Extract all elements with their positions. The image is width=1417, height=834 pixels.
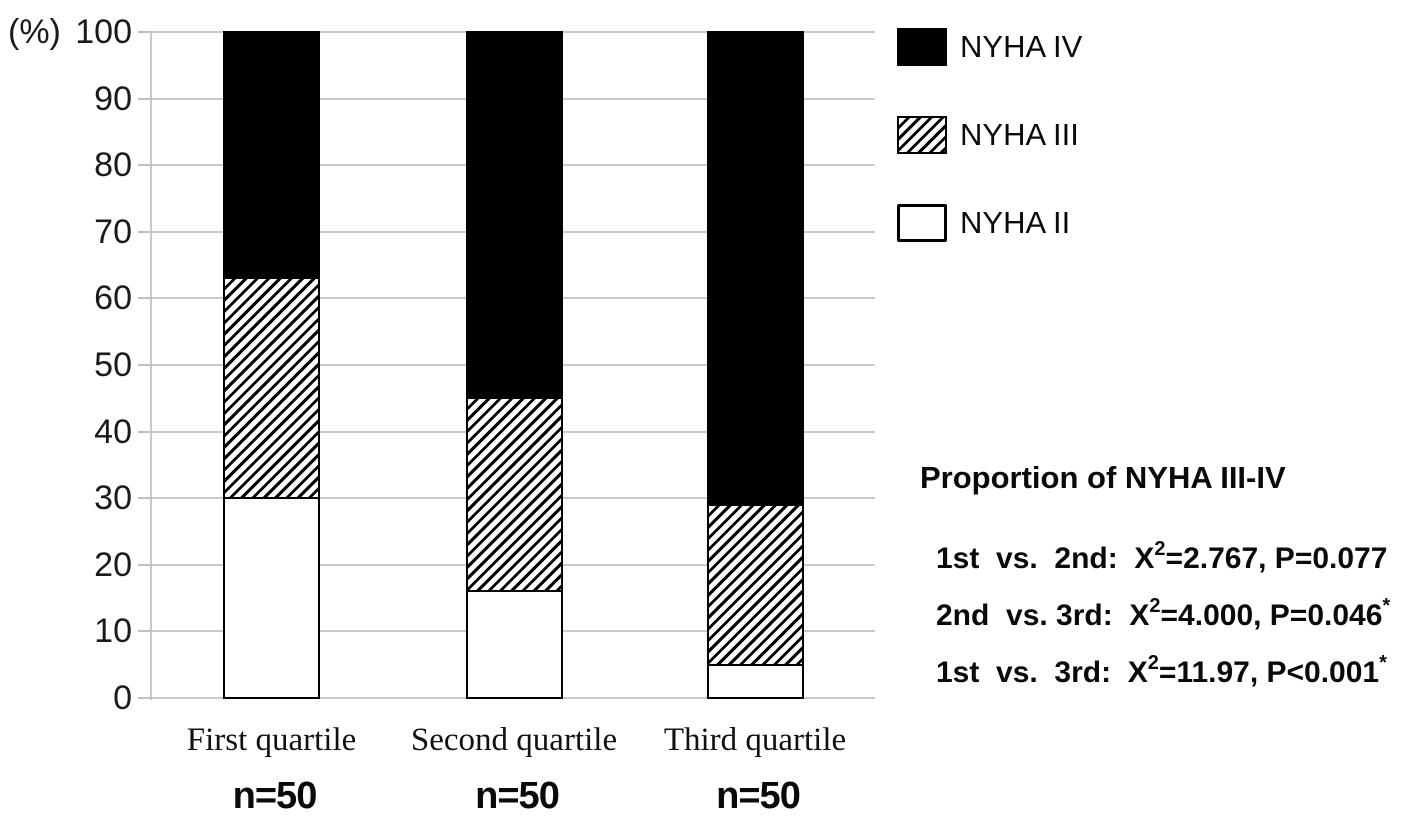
y-tick-label-60: 60: [94, 279, 132, 318]
bar-first-quartile-segment-nyha-ii: [223, 497, 320, 699]
legend-item-nyha-iv: NYHA IV: [897, 27, 1082, 67]
stat-comparison-1: 1st vs. 2nd: X2=2.767, P=0.077: [920, 538, 1417, 575]
stat-label-1: 1st vs. 2nd:: [936, 542, 1135, 575]
stat-chi-sup-2: 2: [1149, 595, 1161, 617]
y-tick-label-30: 30: [94, 479, 132, 518]
bar-third-quartile-segment-nyha-ii: [706, 663, 804, 699]
bar-second-quartile-segment-nyha-iii: [465, 397, 563, 593]
category-label-third-quartile: Third quartile: [663, 722, 847, 758]
plot-area: 0 10 20 30 40 50 60 70 80 90 100: [75, 13, 875, 717]
y-tick-50: [138, 364, 152, 366]
y-tick-label-100: 100: [75, 13, 132, 51]
y-tick-label-10: 10: [94, 612, 132, 651]
y-tick-0: [138, 697, 152, 699]
y-axis-line: [150, 32, 152, 700]
stat-label-2: 2nd vs. 3rd:: [936, 599, 1130, 632]
legend-item-nyha-ii: NYHA II: [897, 203, 1082, 243]
stat-chi-base-3: X: [1127, 656, 1148, 689]
stat-chi-sup-1: 2: [1154, 538, 1166, 560]
y-axis-unit-label: (%): [8, 13, 61, 51]
y-tick-label-40: 40: [94, 412, 132, 451]
y-tick-40: [138, 430, 152, 433]
stat-label-3: 1st vs. 3rd:: [936, 656, 1128, 689]
legend-label-nyha-ii: NYHA II: [960, 205, 1071, 240]
y-tick-10: [138, 630, 152, 633]
y-tick-30: [138, 497, 152, 500]
legend-label-nyha-iii: NYHA III: [960, 117, 1079, 152]
stats-title: Proportion of NYHA III-IV: [920, 460, 1286, 495]
y-tick-label-70: 70: [94, 212, 132, 251]
bar-first-quartile-segment-nyha-iii: [223, 277, 320, 500]
legend-label-nyha-iv: NYHA IV: [960, 29, 1083, 64]
category-label-first-quartile: First quartile: [186, 722, 357, 758]
legend-item-nyha-iii: NYHA III: [897, 115, 1082, 155]
stat-significant-2: *: [1382, 595, 1391, 617]
stat-value-2: =4.000, P=0.046: [1160, 599, 1383, 632]
n-count-label-2: n=50: [475, 775, 560, 817]
bar-third-quartile-segment-nyha-iii: [706, 503, 804, 666]
stat-comparison-3: 1st vs. 3rd: X2=11.97, P<0.001*: [920, 652, 1417, 689]
y-tick-80: [138, 164, 152, 167]
y-tick-label-20: 20: [94, 545, 132, 584]
stats-annotation: Proportion of NYHA III-IV 1st vs. 2nd: X…: [920, 458, 1417, 715]
bar-second-quartile-segment-nyha-iv: [465, 31, 563, 400]
y-tick-90: [138, 97, 152, 100]
y-tick-60: [138, 297, 152, 300]
bar-first-quartile-segment-nyha-iv: [223, 31, 320, 280]
stat-chi-base-2: X: [1129, 599, 1150, 632]
legend: NYHA IV NYHA III NYHA II: [897, 27, 1082, 291]
bar-second-quartile-segment-nyha-ii: [465, 590, 563, 699]
n-count-label-1: n=50: [232, 775, 318, 817]
n-count-label-3: n=50: [716, 775, 801, 817]
bar-third-quartile-segment-nyha-iv: [706, 31, 804, 506]
y-tick-label-50: 50: [94, 346, 132, 384]
category-label-second-quartile: Second quartile: [410, 722, 618, 758]
stat-chi-sup-3: 2: [1147, 652, 1159, 674]
y-tick-label-80: 80: [94, 146, 132, 185]
stat-value-1: =2.767, P=0.077: [1165, 542, 1388, 575]
stat-chi-base-1: X: [1134, 542, 1155, 575]
y-tick-label-90: 90: [94, 79, 132, 118]
y-tick-20: [138, 563, 152, 566]
stat-value-3: =11.97, P<0.001: [1158, 656, 1380, 689]
legend-swatch-nyha-ii-icon: [897, 204, 947, 242]
y-tick-100: [138, 31, 152, 33]
legend-swatch-nyha-iv-icon: [897, 28, 947, 66]
y-tick-70: [138, 230, 152, 233]
stat-comparison-2: 2nd vs. 3rd: X2=4.000, P=0.046*: [920, 595, 1417, 632]
y-tick-label-0: 0: [113, 679, 132, 717]
stat-significant-3: *: [1379, 652, 1387, 674]
legend-swatch-nyha-iii-icon: [897, 116, 947, 154]
